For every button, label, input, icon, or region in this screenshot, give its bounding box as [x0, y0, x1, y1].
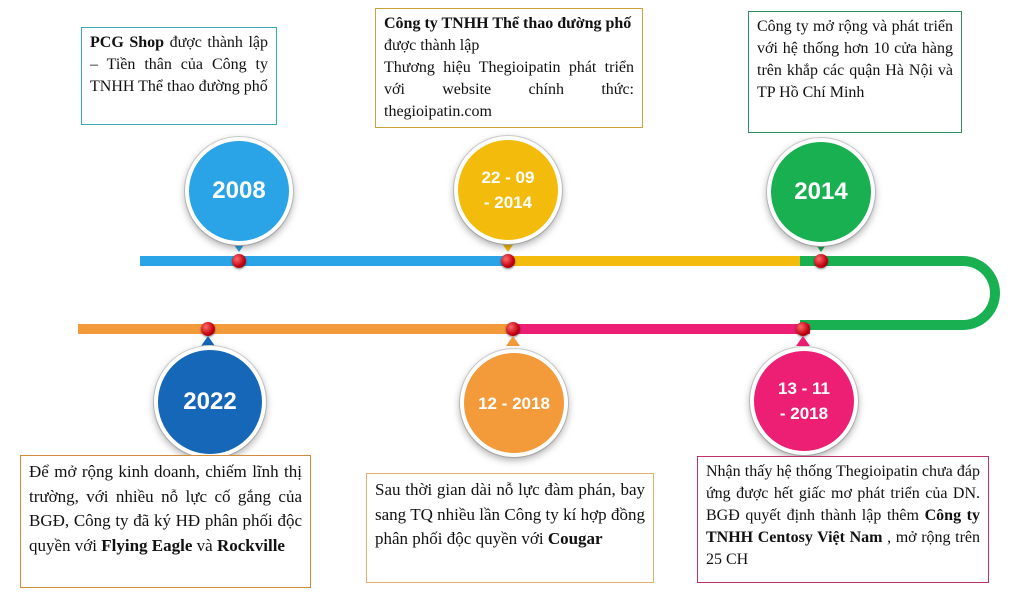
arrow-down-icon — [501, 242, 515, 252]
milestone-label: 22 - 09 - 2014 — [482, 165, 535, 215]
box-bold-text: Công ty TNHH Thể thao đường phố — [384, 15, 632, 32]
milestone-box-2014: Công ty mở rộng và phát triển với hệ thố… — [748, 11, 962, 133]
milestone-circle-2014-sept: 22 - 09 - 2014 — [454, 136, 562, 244]
timeline-track-bottom-orange — [78, 324, 514, 334]
box-text: Sau thời gian dài nỗ lực đàm phán, bay s… — [375, 480, 645, 548]
box-text: Thương hiệu Thegioipatin phát triển với … — [384, 59, 634, 120]
milestone-label: 13 - 11 - 2018 — [778, 376, 830, 426]
box-bold-text: Công ty TNHH Centosy Việt Nam — [706, 507, 981, 546]
milestone-box-2018-nov: Nhận thấy hệ thống Thegioipatin chưa đáp… — [697, 456, 989, 583]
timeline-track-top-yellow — [508, 256, 820, 266]
timeline-dot-2014-sept — [501, 254, 515, 268]
box-bold-text: Rockville — [216, 535, 285, 555]
milestone-box-2018-dec: Sau thời gian dài nỗ lực đàm phán, bay s… — [366, 473, 654, 583]
box-text: được thành lập — [384, 37, 480, 54]
milestone-box-2022: Để mở rộng kinh doanh, chiếm lĩnh thị tr… — [20, 455, 311, 588]
box-text: được thành lập – Tiền thân của Công ty T… — [90, 34, 269, 95]
timeline-dot-2014 — [814, 254, 828, 268]
milestone-box-2008: PCG Shop được thành lập – Tiền thân của … — [81, 27, 277, 125]
arrow-up-icon — [201, 336, 215, 346]
milestone-label-line1: 13 - 11 — [778, 379, 830, 398]
milestone-label-line2: - 2014 — [483, 193, 533, 212]
timeline-dot-2022 — [201, 322, 215, 336]
milestone-circle-2018-dec: 12 - 2018 — [460, 349, 568, 457]
milestone-circle-2022: 2022 — [154, 346, 266, 458]
milestone-label: 12 - 2018 — [478, 393, 550, 413]
milestone-label-line2: - 2018 — [779, 404, 829, 423]
milestone-box-2014-sept: Công ty TNHH Thể thao đường phố được thà… — [375, 8, 643, 128]
timeline-track-loop-green — [800, 256, 1000, 330]
box-bold-text: Flying Eagle — [101, 535, 193, 555]
milestone-label: 2022 — [183, 388, 237, 415]
box-text: Công ty mở rộng và phát triển với hệ thố… — [757, 18, 953, 101]
milestone-circle-2008: 2008 — [185, 137, 293, 245]
arrow-down-icon — [814, 242, 828, 252]
box-text: và — [192, 535, 217, 555]
milestone-label: 2008 — [212, 177, 266, 204]
milestone-circle-2018-nov: 13 - 11 - 2018 — [750, 347, 858, 455]
box-bold-text: Cougar — [547, 529, 603, 548]
box-text: Nhận thấy hệ thống Thegioipatin chưa đáp… — [706, 463, 980, 524]
milestone-label-line1: 22 - 09 — [481, 168, 535, 187]
box-bold-text: PCG Shop — [90, 34, 165, 51]
milestone-label: 2014 — [794, 178, 848, 205]
arrow-up-icon — [796, 336, 810, 346]
timeline-track-top-blue — [140, 256, 508, 266]
arrow-down-icon — [232, 242, 246, 252]
milestone-circle-2014: 2014 — [767, 138, 875, 246]
box-text: Để mở rộng kinh doanh, chiếm lĩnh thị tr… — [29, 462, 302, 555]
box-text: , mở rộng trên 25 CH — [706, 529, 981, 568]
arrow-up-icon — [506, 336, 520, 346]
timeline-track-bottom-magenta — [514, 324, 810, 334]
timeline-dot-2008 — [232, 254, 246, 268]
timeline-dot-2018-nov — [796, 322, 810, 336]
timeline-dot-2018-dec — [506, 322, 520, 336]
